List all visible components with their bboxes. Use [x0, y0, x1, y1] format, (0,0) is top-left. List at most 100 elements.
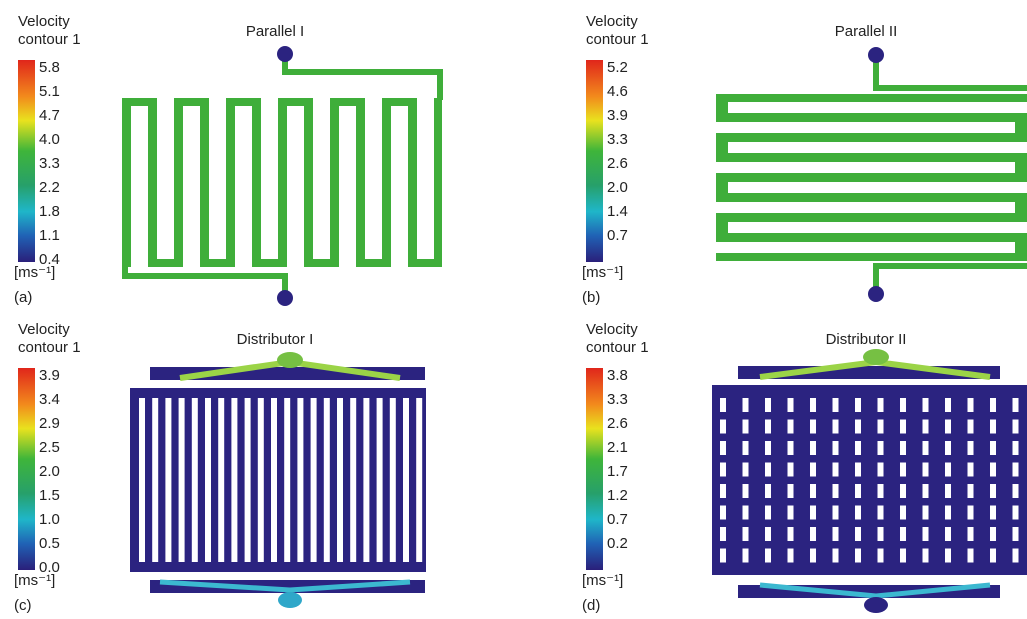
panel-title: Parallel II	[835, 23, 898, 40]
slot	[743, 484, 749, 498]
slot	[1013, 506, 1019, 520]
legend-tick-label: 3.3	[607, 131, 628, 148]
legend-tick-label: 2.2	[39, 179, 60, 196]
slot	[833, 506, 839, 520]
panel-label: (d)	[582, 597, 600, 614]
slot	[968, 441, 974, 455]
slot	[855, 484, 861, 498]
slot	[855, 549, 861, 563]
legend-tick-label: 4.0	[39, 131, 60, 148]
panel-title: Distributor I	[237, 331, 314, 348]
slot	[716, 162, 1015, 173]
slot	[313, 98, 330, 259]
slot	[765, 549, 771, 563]
slot	[990, 527, 996, 541]
colorbar	[18, 368, 35, 570]
slot	[945, 398, 951, 412]
slot	[833, 441, 839, 455]
slot	[900, 549, 906, 563]
legend-title: Velocity	[18, 13, 70, 30]
legend-tick-label: 3.3	[607, 391, 628, 408]
nozzle	[277, 352, 303, 368]
slot	[900, 420, 906, 434]
slot	[716, 242, 1015, 253]
slot	[833, 420, 839, 434]
slot	[131, 106, 148, 267]
inlet	[277, 46, 293, 62]
slot	[284, 398, 290, 562]
outlet	[868, 286, 884, 302]
legend-tick-label: 1.2	[607, 487, 628, 504]
legend-title: contour 1	[18, 31, 81, 48]
slot	[365, 98, 382, 259]
colorbar	[586, 368, 603, 570]
slot	[720, 506, 726, 520]
slot	[923, 527, 929, 541]
legend-tick-label: 1.8	[39, 203, 60, 220]
slot	[900, 527, 906, 541]
slot	[878, 463, 884, 477]
slot	[945, 420, 951, 434]
slot	[968, 463, 974, 477]
legend-title: Velocity	[18, 321, 70, 338]
slot	[218, 398, 224, 562]
slot	[968, 484, 974, 498]
legend-tick-label: 5.1	[39, 83, 60, 100]
legend-title: Velocity	[586, 13, 638, 30]
slot	[855, 441, 861, 455]
legend-tick-label: 5.2	[607, 59, 628, 76]
slot	[788, 398, 794, 412]
slot	[716, 122, 1015, 133]
slot	[1013, 484, 1019, 498]
slot	[788, 441, 794, 455]
channels	[716, 94, 1027, 261]
slot	[743, 527, 749, 541]
slot	[788, 484, 794, 498]
slot	[765, 463, 771, 477]
slot	[968, 506, 974, 520]
slot	[900, 398, 906, 412]
nozzle	[864, 597, 888, 613]
slot	[209, 98, 226, 259]
unit: [ms⁻¹]	[14, 264, 55, 281]
slot	[417, 98, 434, 259]
body	[712, 385, 1027, 575]
slot	[728, 182, 1027, 193]
slot	[1013, 463, 1019, 477]
panel-label: (c)	[14, 597, 32, 614]
legend-tick-label: 2.0	[607, 179, 628, 196]
inlet	[868, 47, 884, 63]
slot	[363, 398, 369, 562]
geometry-distributor-1	[130, 352, 426, 608]
slot	[743, 441, 749, 455]
slot	[810, 484, 816, 498]
legend-tick-label: 0.7	[607, 511, 628, 528]
slot	[720, 398, 726, 412]
slot	[720, 420, 726, 434]
slot	[878, 527, 884, 541]
slot	[833, 463, 839, 477]
slot	[788, 527, 794, 541]
nozzle	[863, 349, 889, 365]
unit: [ms⁻¹]	[582, 572, 623, 589]
slot	[743, 549, 749, 563]
legend-title: contour 1	[586, 339, 649, 356]
slot	[728, 142, 1027, 153]
slot	[810, 398, 816, 412]
slot	[990, 441, 996, 455]
slot	[810, 527, 816, 541]
slot	[765, 527, 771, 541]
legend-tick-label: 0.5	[39, 535, 60, 552]
slot	[945, 441, 951, 455]
slot	[337, 398, 343, 562]
slot	[990, 484, 996, 498]
legend-tick-label: 0.2	[607, 535, 628, 552]
slot	[833, 484, 839, 498]
geometry-distributor-2	[712, 349, 1027, 613]
slot	[416, 398, 422, 562]
legend-tick-label: 1.1	[39, 227, 60, 244]
slot	[720, 549, 726, 563]
slot	[990, 398, 996, 412]
legend-tick-label: 2.9	[39, 415, 60, 432]
slot	[720, 463, 726, 477]
